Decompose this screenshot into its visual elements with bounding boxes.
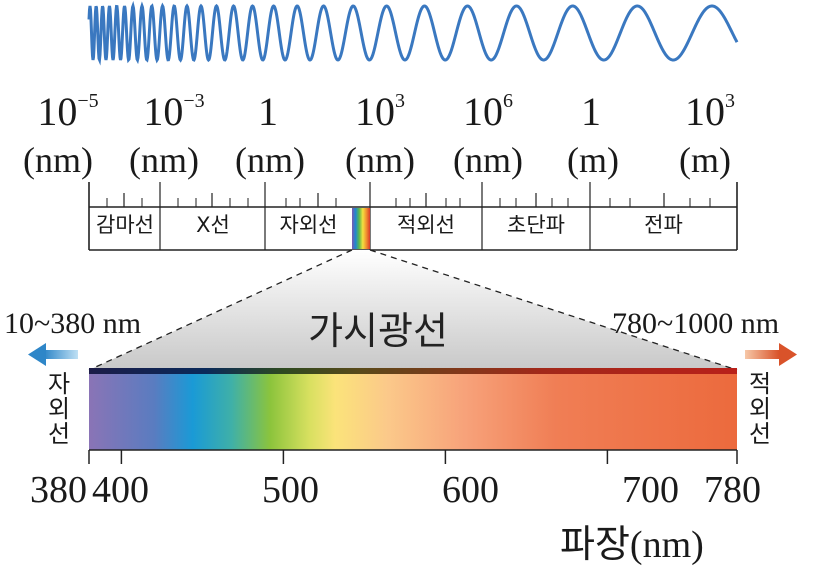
unit-label-3: (nm)	[235, 140, 305, 180]
tick-label-380: 380	[30, 469, 87, 511]
unit-label-7: (m)	[679, 140, 731, 180]
ir-arrow	[745, 343, 797, 366]
unit-label-5: (nm)	[453, 140, 523, 180]
exponent-label-1: 10−5	[37, 89, 99, 134]
spectrum-top-edge	[89, 368, 737, 374]
ir-vertical-label: 적외선	[748, 370, 772, 448]
band-ir: 적외선	[397, 213, 455, 237]
exponent-label-3: 1	[258, 89, 278, 134]
ir-range-label: 780~1000 nm	[612, 307, 780, 340]
tick-label-400: 400	[92, 469, 149, 511]
band-gamma: 감마선	[96, 213, 154, 237]
exponent-label-4: 103	[355, 89, 405, 134]
wave-line	[87, 0, 739, 66]
tick-label-500: 500	[262, 469, 319, 511]
uv-range-label: 10~380 nm	[4, 307, 142, 340]
band-radio: 전파	[644, 213, 683, 237]
tick-label-700: 700	[622, 469, 679, 511]
axis-title: 파장(nm)	[560, 524, 704, 566]
unit-label-1: (nm)	[23, 140, 93, 180]
unit-label-6: (m)	[567, 140, 619, 180]
band-uv: 자외선	[279, 213, 338, 237]
exponent-label-6: 1	[581, 89, 601, 134]
em-scale-bar	[88, 182, 738, 251]
exponent-label-2: 10−3	[143, 89, 205, 134]
unit-label-4: (nm)	[345, 140, 415, 180]
unit-label-2: (nm)	[129, 140, 199, 180]
exponent-label-7: 103	[685, 89, 735, 134]
visible-light-title: 가시광선	[308, 309, 448, 353]
uv-vertical-label: 자외선	[47, 370, 71, 448]
visible-spectrum-bar	[89, 370, 737, 450]
mini-visible-band	[352, 208, 370, 249]
tick-label-600: 600	[442, 469, 499, 511]
band-vhf: 초단파	[507, 213, 565, 237]
exponent-label-5: 106	[463, 89, 513, 134]
uv-arrow	[28, 343, 78, 366]
band-xray: X선	[196, 213, 230, 237]
tick-label-780: 780	[704, 469, 761, 511]
projection-fill	[89, 250, 737, 370]
